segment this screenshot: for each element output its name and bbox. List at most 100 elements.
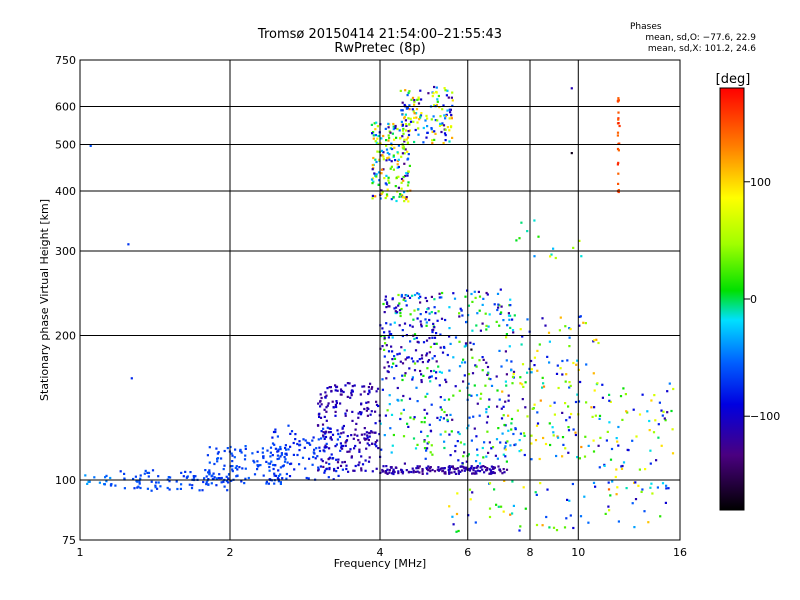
data-point xyxy=(526,318,529,321)
data-point xyxy=(372,180,375,183)
data-point xyxy=(433,104,436,107)
data-point xyxy=(231,468,234,471)
data-point xyxy=(342,431,345,434)
data-point xyxy=(472,466,476,470)
data-point xyxy=(401,196,404,199)
data-point xyxy=(363,407,366,411)
data-point xyxy=(363,437,366,440)
data-point xyxy=(488,472,491,475)
data-point xyxy=(394,127,397,130)
data-point xyxy=(671,428,674,431)
data-point xyxy=(536,369,539,372)
data-point xyxy=(486,467,489,470)
data-point xyxy=(404,123,408,126)
data-point xyxy=(130,377,133,380)
data-point xyxy=(488,441,491,444)
data-point xyxy=(386,157,389,160)
data-point xyxy=(358,441,361,444)
data-point xyxy=(340,389,344,393)
data-point xyxy=(436,416,439,419)
data-point xyxy=(319,416,323,419)
data-point xyxy=(458,312,461,315)
data-point xyxy=(504,455,507,458)
data-point xyxy=(497,303,500,306)
data-point xyxy=(476,469,479,472)
data-point xyxy=(490,465,493,468)
data-point xyxy=(385,377,388,380)
data-point xyxy=(445,380,448,384)
data-point xyxy=(592,372,595,375)
data-point xyxy=(323,446,326,449)
data-point xyxy=(360,455,363,458)
data-point xyxy=(389,131,392,134)
data-point xyxy=(328,386,331,389)
data-point xyxy=(565,373,568,376)
data-point xyxy=(568,345,571,348)
data-point xyxy=(448,140,451,143)
data-point xyxy=(488,313,491,316)
data-point xyxy=(393,321,396,324)
data-point xyxy=(371,470,374,473)
data-point xyxy=(169,476,172,479)
data-point xyxy=(344,444,347,447)
data-point xyxy=(207,478,210,481)
data-point xyxy=(385,306,388,309)
data-point xyxy=(387,179,390,182)
data-point xyxy=(616,486,619,489)
data-point xyxy=(244,467,247,470)
data-point xyxy=(339,393,342,396)
data-point xyxy=(281,465,284,468)
data-point xyxy=(147,475,150,478)
data-point xyxy=(478,470,482,473)
data-point xyxy=(373,172,376,175)
data-point xyxy=(511,375,515,378)
data-point xyxy=(585,363,588,366)
data-point xyxy=(413,369,417,372)
data-point xyxy=(403,147,406,150)
data-point xyxy=(507,399,510,402)
data-point xyxy=(570,87,573,90)
data-point xyxy=(430,375,433,378)
data-point xyxy=(666,390,669,393)
data-point xyxy=(514,427,517,430)
data-point xyxy=(375,160,378,164)
data-point xyxy=(617,122,620,125)
data-point xyxy=(395,136,398,139)
data-point xyxy=(571,482,574,486)
data-point xyxy=(435,86,438,89)
data-point xyxy=(520,449,523,452)
data-point xyxy=(388,394,391,397)
data-point xyxy=(213,462,216,466)
data-point xyxy=(515,239,518,242)
data-point xyxy=(341,468,344,471)
data-point xyxy=(458,389,461,392)
data-point xyxy=(489,378,492,381)
data-point xyxy=(398,352,401,355)
data-point xyxy=(127,243,130,246)
data-point xyxy=(480,392,483,395)
data-point xyxy=(424,296,427,300)
data-point xyxy=(521,398,524,401)
data-point xyxy=(454,444,457,448)
data-point xyxy=(123,472,126,475)
data-point xyxy=(512,331,515,334)
data-point xyxy=(449,454,452,457)
data-point xyxy=(412,318,415,321)
data-point xyxy=(511,329,515,332)
data-point xyxy=(479,397,482,400)
data-point xyxy=(469,466,473,470)
data-point xyxy=(330,453,333,456)
data-point xyxy=(339,402,342,405)
data-point xyxy=(425,352,429,355)
data-point xyxy=(555,454,558,458)
data-point xyxy=(426,367,429,370)
data-point xyxy=(518,529,521,532)
data-point xyxy=(311,439,314,442)
data-point xyxy=(385,174,388,177)
data-point xyxy=(361,463,365,466)
data-point xyxy=(408,123,411,126)
data-point xyxy=(217,477,220,480)
data-point xyxy=(473,384,476,387)
data-point xyxy=(325,410,328,413)
